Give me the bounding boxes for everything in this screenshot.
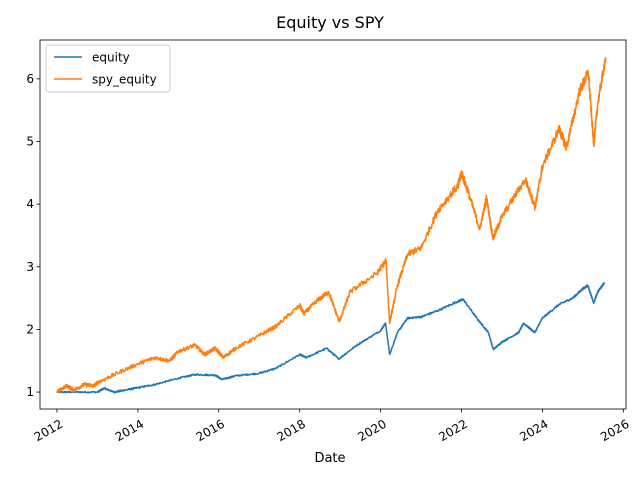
chart-title: Equity vs SPY <box>276 13 384 32</box>
series-line-equity <box>56 282 606 394</box>
y-tick-label: 1 <box>26 385 34 399</box>
legend-label-spy_equity: spy_equity <box>92 73 157 87</box>
y-tick-label: 6 <box>26 72 34 86</box>
x-axis-label: Date <box>314 451 345 466</box>
plot-area <box>56 56 607 394</box>
legend-label-equity: equity <box>92 51 130 65</box>
y-tick-label: 4 <box>26 197 34 211</box>
y-tick-label: 2 <box>26 322 34 336</box>
y-tick-label: 5 <box>26 134 34 148</box>
y-tick-label: 3 <box>26 260 34 274</box>
legend: equity spy_equity <box>45 44 171 93</box>
axes-frame <box>39 39 627 410</box>
series-line-spy_equity <box>56 56 607 394</box>
